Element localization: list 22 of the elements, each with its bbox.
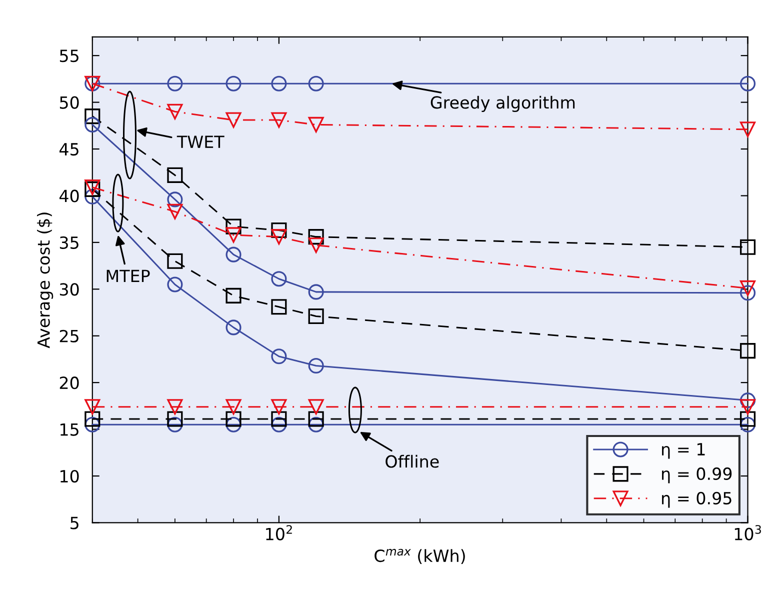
y-tick-label: 25	[60, 330, 78, 342]
legend-label: η = 0.99	[662, 467, 732, 484]
annotation: TWET	[176, 136, 224, 148]
y-tick-label: 10	[60, 470, 79, 483]
legend-label: η = 0.95	[662, 492, 732, 508]
y-tick-label: 35	[60, 236, 78, 249]
legend-label: η = 1	[662, 443, 705, 459]
annotation: MTEP	[106, 270, 150, 282]
y-tick-label: 30	[60, 283, 79, 296]
y-axis-title: Average cost ($)	[37, 212, 54, 348]
y-tick-label: 50	[60, 96, 79, 109]
y-tick-label: 15	[60, 423, 78, 436]
y-tick-label: 5	[70, 516, 78, 530]
x-tick-label: 10$^{3}$	[734, 525, 761, 540]
annotation: Greedy algorithm	[430, 96, 575, 112]
y-tick-label: 20	[60, 376, 79, 390]
x-tick-label: 10$^{2}$	[266, 525, 292, 540]
annotation: Offline	[386, 454, 439, 468]
y-tick-label: 55	[60, 50, 78, 62]
y-tick-label: 45	[60, 143, 78, 156]
y-tick-label: 40	[60, 190, 79, 202]
x-axis-title: C$^{max}$ (kWh)	[374, 548, 465, 564]
